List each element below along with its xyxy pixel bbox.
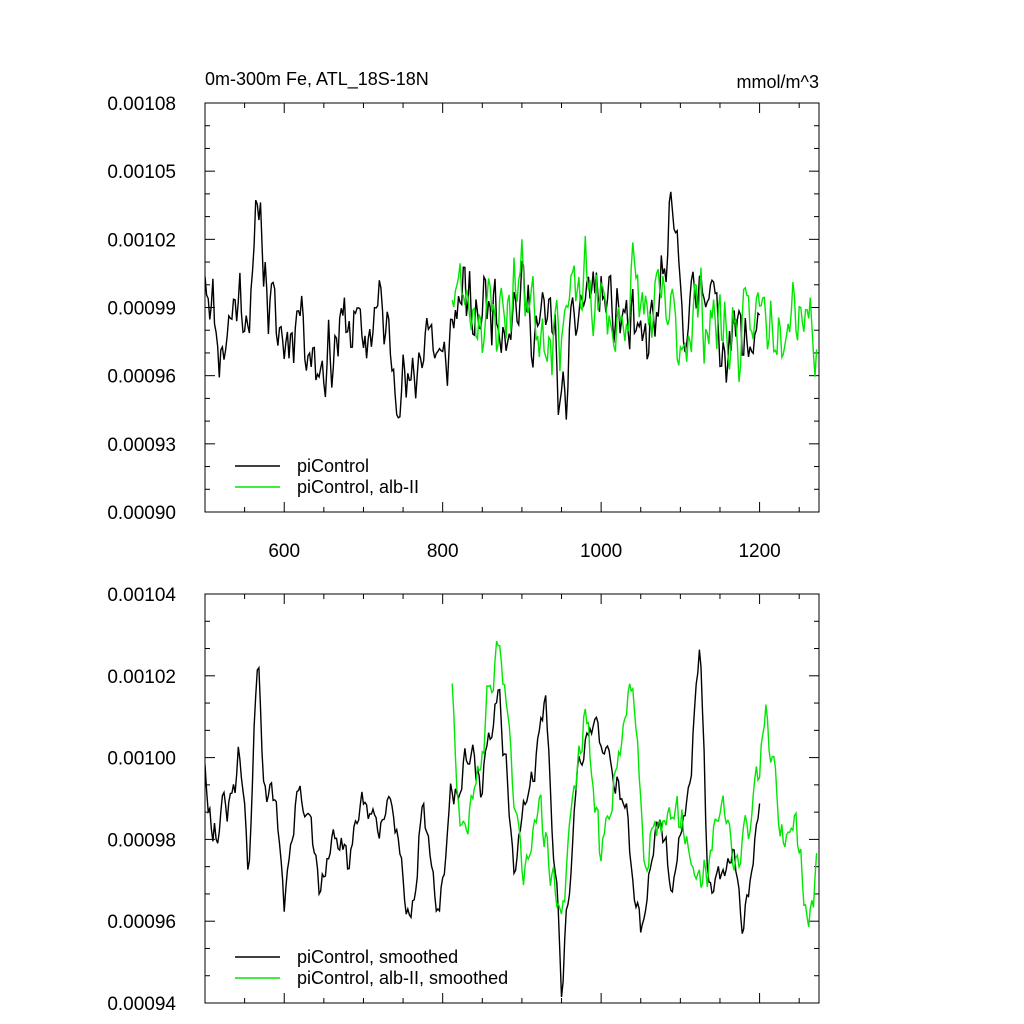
series-line-2 xyxy=(451,235,818,382)
y-tick-label: 0.00096 xyxy=(107,912,176,933)
y-tick-label: 0.00098 xyxy=(107,830,176,851)
chart-panel-1: 0.00090 0.00093 0.00096 0.00099 0.00102 0.001… xyxy=(107,69,820,562)
plot-frame xyxy=(204,593,820,1004)
y-tick-label: 0.00102 xyxy=(107,230,176,251)
y-tick-label: 0.00105 xyxy=(107,162,176,183)
x-tick-label: 1200 xyxy=(738,541,780,562)
chart-panel-2: 0.00094 0.00096 0.00098 0.00100 0.00102 0.001… xyxy=(107,585,820,1015)
series-line-1 xyxy=(205,649,761,998)
legend-label: piControl, alb-II xyxy=(297,477,419,497)
x-tick-label: 800 xyxy=(427,541,459,562)
units-label: mmol/m^3 xyxy=(737,72,819,92)
y-tick-label: 0.00090 xyxy=(107,503,176,524)
legend-label: piControl, smoothed xyxy=(297,947,458,967)
y-tick-label: 0.00094 xyxy=(107,994,176,1015)
x-tick-label: 600 xyxy=(268,541,300,562)
y-tick-label: 0.00102 xyxy=(107,667,176,688)
y-tick-label: 0.00108 xyxy=(107,94,176,115)
series-line-2 xyxy=(451,640,818,928)
legend-label: piControl, alb-II, smoothed xyxy=(297,968,508,988)
y-tick-label: 0.00093 xyxy=(107,435,176,456)
series-line-1 xyxy=(205,191,761,420)
y-tick-label: 0.00100 xyxy=(107,749,176,770)
y-tick-label: 0.00099 xyxy=(107,299,176,320)
y-tick-label: 0.00096 xyxy=(107,367,176,388)
chart-title: 0m-300m Fe, ATL_18S-18N xyxy=(205,69,429,90)
x-tick-label: 1000 xyxy=(580,541,622,562)
legend-label: piControl xyxy=(297,456,369,476)
y-tick-label: 0.00104 xyxy=(107,585,176,606)
